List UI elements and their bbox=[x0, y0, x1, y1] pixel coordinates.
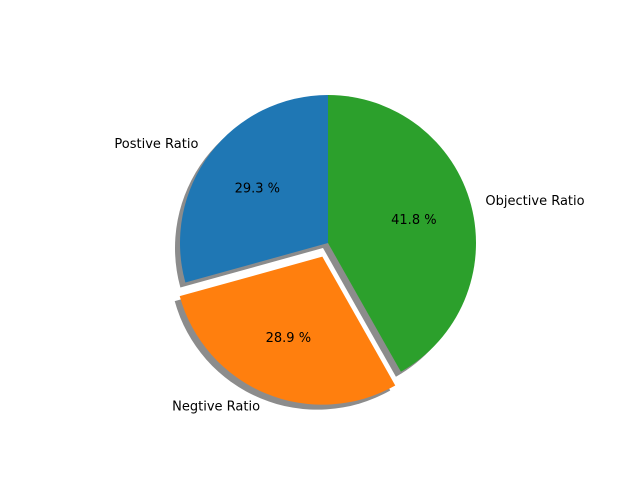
pie-pct-label-negtive-ratio: 28.9 % bbox=[266, 331, 311, 346]
label-layer: 29.3 % Postive Ratio 28.9 % Negtive Ratio 41… bbox=[114, 137, 584, 415]
pie-category-label-postive-ratio: Postive Ratio bbox=[114, 137, 198, 152]
pie-slice-negtive-ratio bbox=[179, 256, 396, 405]
pie-category-label-negtive-ratio: Negtive Ratio bbox=[172, 400, 260, 415]
pie-slice-objective-ratio bbox=[328, 95, 477, 372]
slice-layer bbox=[179, 95, 477, 405]
pie-category-label-objective-ratio: Objective Ratio bbox=[485, 194, 584, 209]
pie-pct-label-objective-ratio: 41.8 % bbox=[391, 213, 436, 228]
pie-slice-postive-ratio bbox=[180, 95, 328, 283]
pie-pct-label-postive-ratio: 29.3 % bbox=[235, 182, 280, 197]
